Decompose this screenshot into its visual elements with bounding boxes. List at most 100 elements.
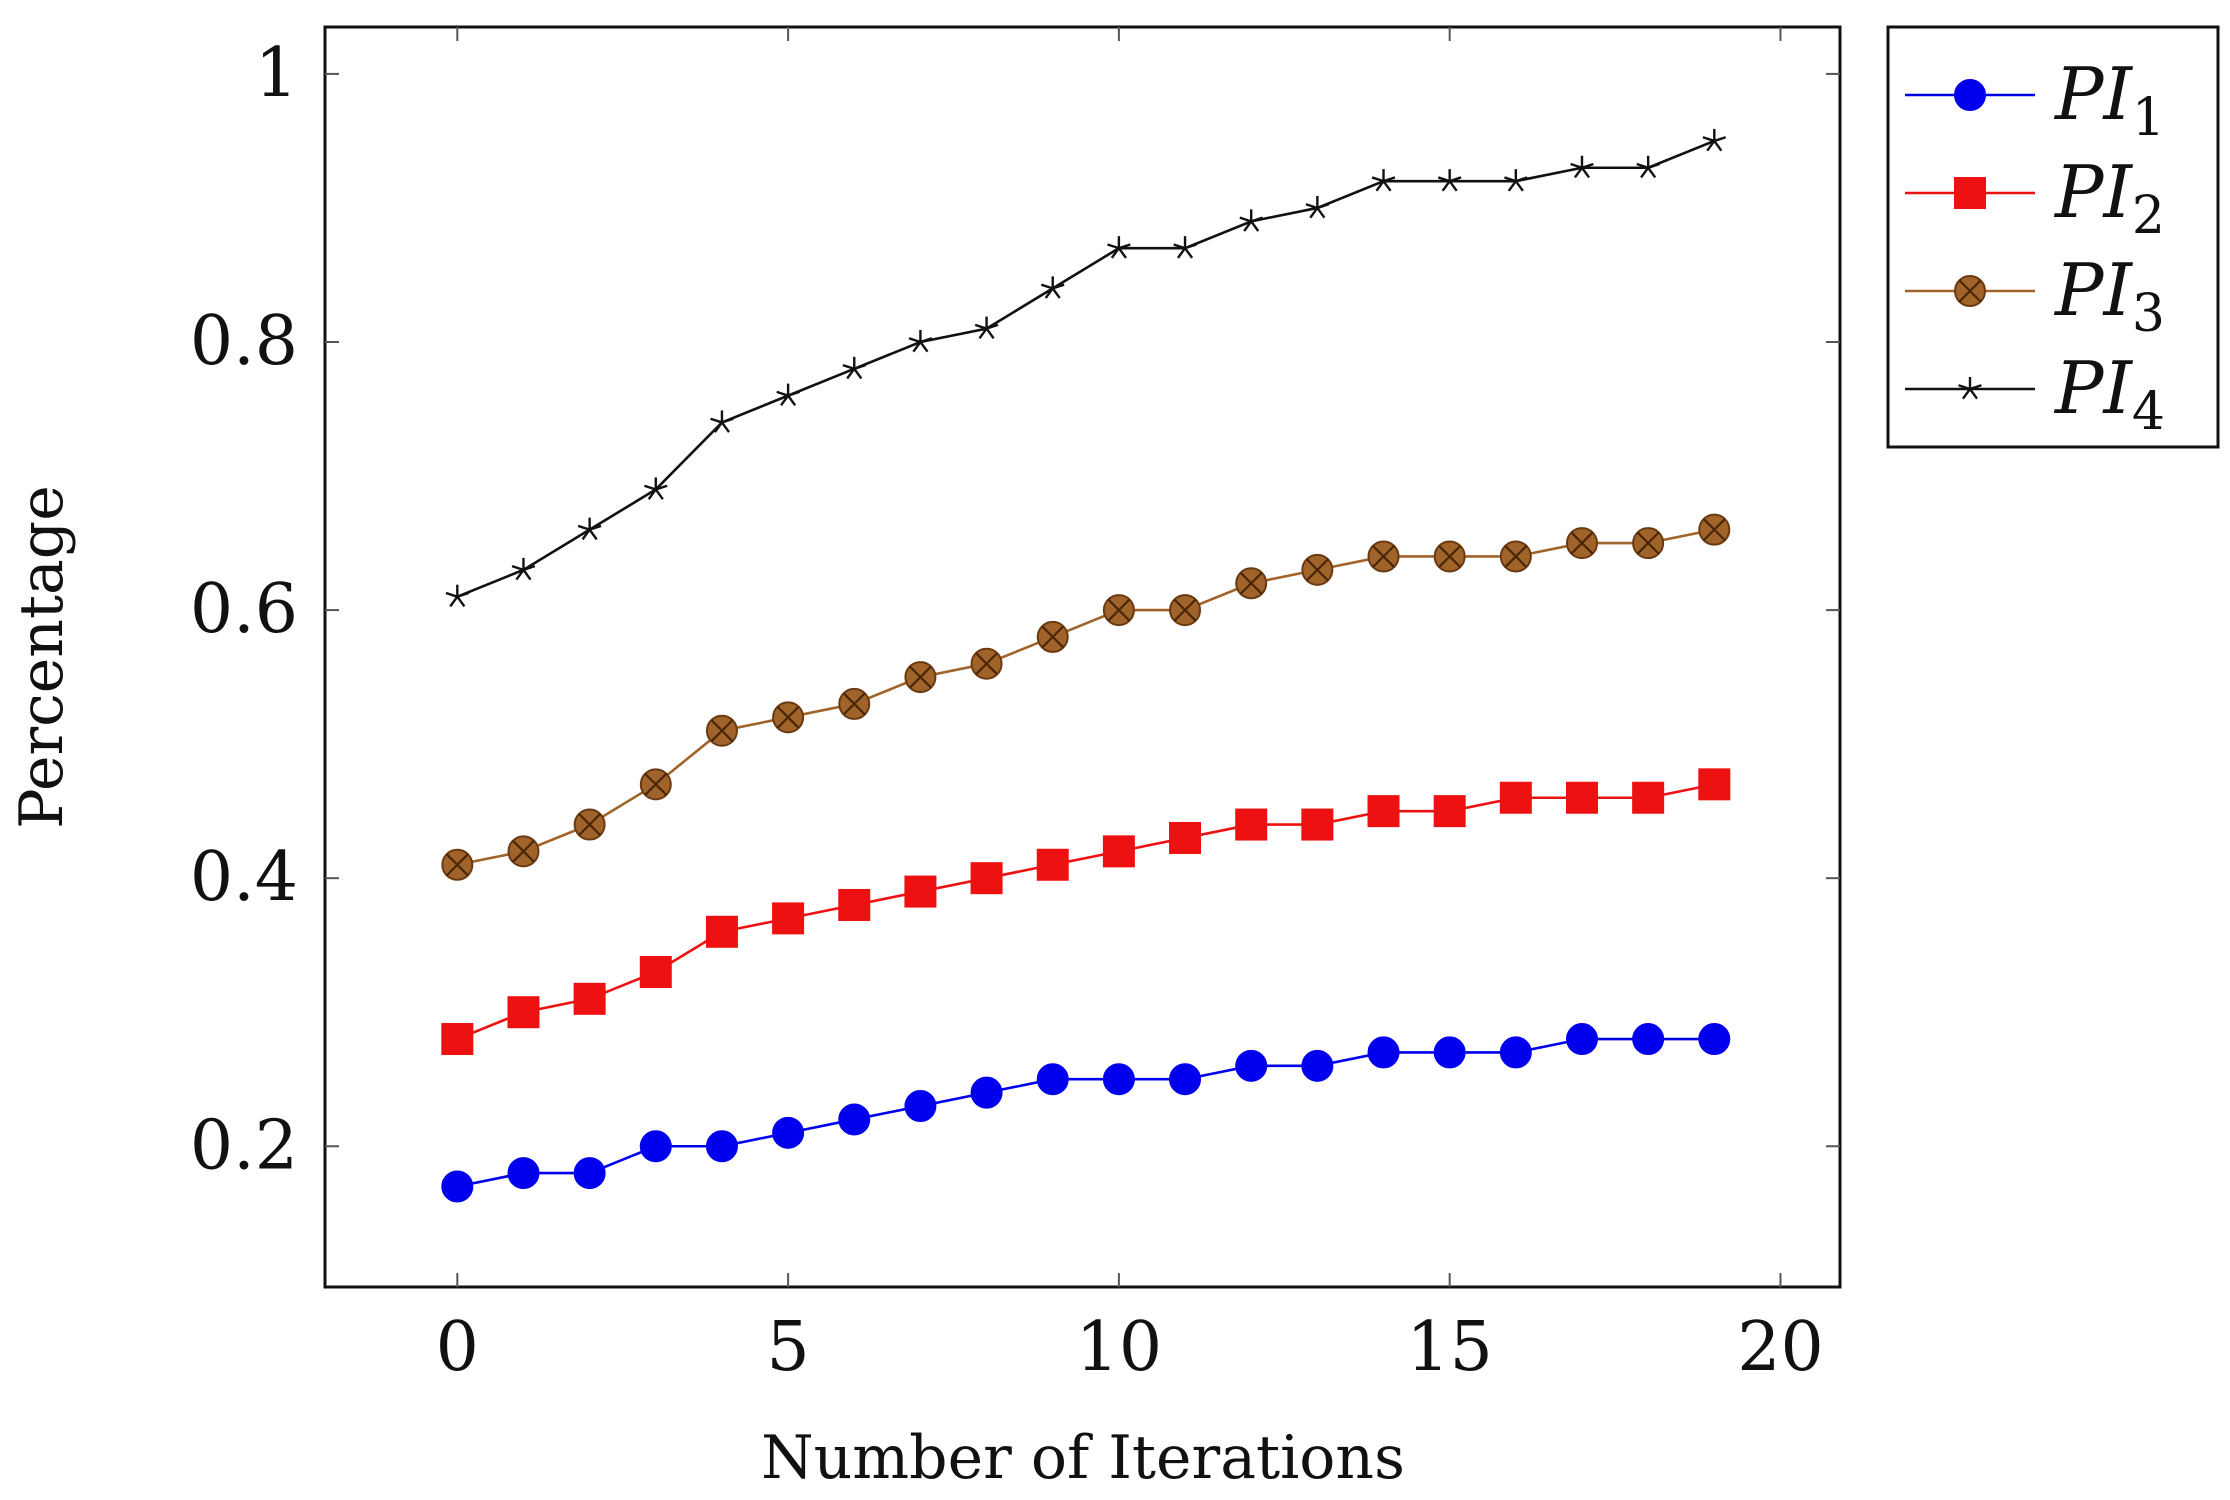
data-point-PI1 (772, 1116, 805, 1149)
x-tick-label: 0 (436, 1308, 479, 1387)
data-point-PI4 (842, 356, 867, 380)
y-tick-label: 0.8 (190, 302, 298, 381)
data-point-PI3 (1169, 594, 1202, 627)
series-line-PI4 (456, 139, 1715, 598)
legend-entry-PI3: PI3 (1905, 248, 2165, 344)
data-point-PI3 (1433, 540, 1466, 573)
data-point-PI4 (974, 316, 999, 340)
data-point-PI4 (1570, 155, 1594, 179)
data-point-PI4 (776, 383, 800, 407)
data-point-PI2 (1499, 781, 1532, 814)
data-point-PI1 (1565, 1023, 1598, 1056)
legend-label-base: PI (2053, 248, 2133, 332)
legend-label: PI3 (2053, 248, 2165, 344)
data-point-PI1 (970, 1076, 1003, 1109)
legend-label: PI2 (2053, 150, 2165, 246)
x-tick-label: 15 (1406, 1308, 1493, 1387)
data-point-PI4 (710, 410, 734, 433)
data-point-PI3 (507, 835, 540, 868)
data-point-PI3 (639, 768, 672, 801)
legend-label-subscript: 1 (2132, 88, 2165, 148)
data-point-PI3 (1499, 540, 1532, 573)
data-point-PI3 (1235, 567, 1268, 600)
data-point-PI2 (1102, 835, 1135, 868)
x-axis-label: Number of Iterations (761, 1423, 1405, 1493)
data-point-PI2 (705, 915, 738, 948)
data-point-PI3 (970, 647, 1003, 680)
legend-marker (1954, 177, 1986, 209)
legend-label-base: PI (2053, 52, 2133, 136)
legend-label-base: PI (2053, 150, 2133, 234)
data-point-PI1 (705, 1130, 738, 1163)
data-point-PI3 (441, 848, 474, 881)
data-point-PI1 (1301, 1049, 1334, 1082)
data-point-PI2 (507, 996, 540, 1029)
data-point-PI3 (1036, 620, 1069, 653)
data-point-PI3 (1565, 527, 1598, 560)
data-point-PI3 (705, 714, 738, 747)
data-point-PI1 (904, 1090, 937, 1123)
data-point-PI4 (1437, 169, 1462, 192)
legend-marker (1958, 377, 1982, 400)
data-point-PI1 (1698, 1023, 1731, 1056)
series-PI1 (441, 1023, 1731, 1203)
legend-entry-PI2: PI2 (1905, 150, 2165, 246)
data-point-PI3 (1301, 553, 1334, 586)
x-tick-label: 20 (1737, 1308, 1824, 1387)
data-point-PI1 (1367, 1036, 1400, 1069)
series-layer (441, 128, 1731, 1203)
data-point-PI3 (904, 661, 937, 694)
y-tick-label: 0.6 (190, 570, 298, 649)
data-point-PI1 (507, 1157, 540, 1190)
data-point-PI1 (639, 1130, 672, 1163)
legend-label: PI1 (2053, 52, 2165, 148)
series-line-PI3 (457, 528, 1715, 867)
data-point-PI3 (573, 808, 606, 841)
data-point-PI4 (1239, 209, 1263, 232)
legend-entry-PI4: PI4 (1905, 346, 2165, 442)
data-point-PI2 (1433, 795, 1466, 828)
data-point-PI2 (904, 875, 937, 908)
data-point-PI2 (1036, 848, 1069, 881)
data-point-PI4 (1305, 195, 1330, 219)
data-point-PI4 (1504, 169, 1528, 192)
series-PI3 (441, 513, 1731, 881)
data-point-PI2 (441, 1023, 474, 1056)
data-point-PI3 (772, 701, 805, 734)
series-PI2 (441, 768, 1731, 1056)
data-point-PI2 (970, 862, 1003, 895)
legend-label-base: PI (2053, 346, 2133, 430)
data-point-PI2 (1367, 795, 1400, 828)
data-point-PI4 (1702, 128, 1727, 152)
data-point-PI4 (1636, 155, 1660, 179)
legend-label-subscript: 2 (2132, 186, 2165, 246)
data-point-PI2 (1301, 808, 1334, 841)
plot-frame (323, 25, 1842, 1289)
data-point-PI4 (445, 584, 470, 608)
data-point-PI1 (1102, 1063, 1135, 1096)
data-point-PI2 (639, 956, 672, 988)
legend-marker (1954, 275, 1986, 307)
data-point-PI1 (1499, 1036, 1532, 1069)
legend-label-subscript: 3 (2132, 284, 2165, 344)
series-PI4 (445, 128, 1727, 608)
x-tick-label: 10 (1076, 1308, 1163, 1387)
data-point-PI2 (1169, 821, 1202, 854)
data-point-PI4 (644, 477, 668, 500)
data-point-PI1 (1235, 1049, 1268, 1082)
data-point-PI2 (1235, 808, 1268, 841)
data-point-PI3 (1698, 513, 1731, 546)
data-point-PI4 (1371, 169, 1396, 192)
y-tick-label: 0.2 (190, 1106, 298, 1185)
data-point-PI4 (1107, 236, 1131, 259)
data-point-PI2 (1698, 768, 1731, 801)
data-point-PI4 (1173, 236, 1197, 259)
y-tick-label: 0.4 (190, 838, 298, 917)
legend-frame (1886, 25, 2220, 449)
data-point-PI4 (511, 557, 536, 581)
data-point-PI4 (1040, 276, 1065, 299)
series-line-PI2 (456, 783, 1715, 1041)
data-point-PI2 (838, 888, 871, 921)
